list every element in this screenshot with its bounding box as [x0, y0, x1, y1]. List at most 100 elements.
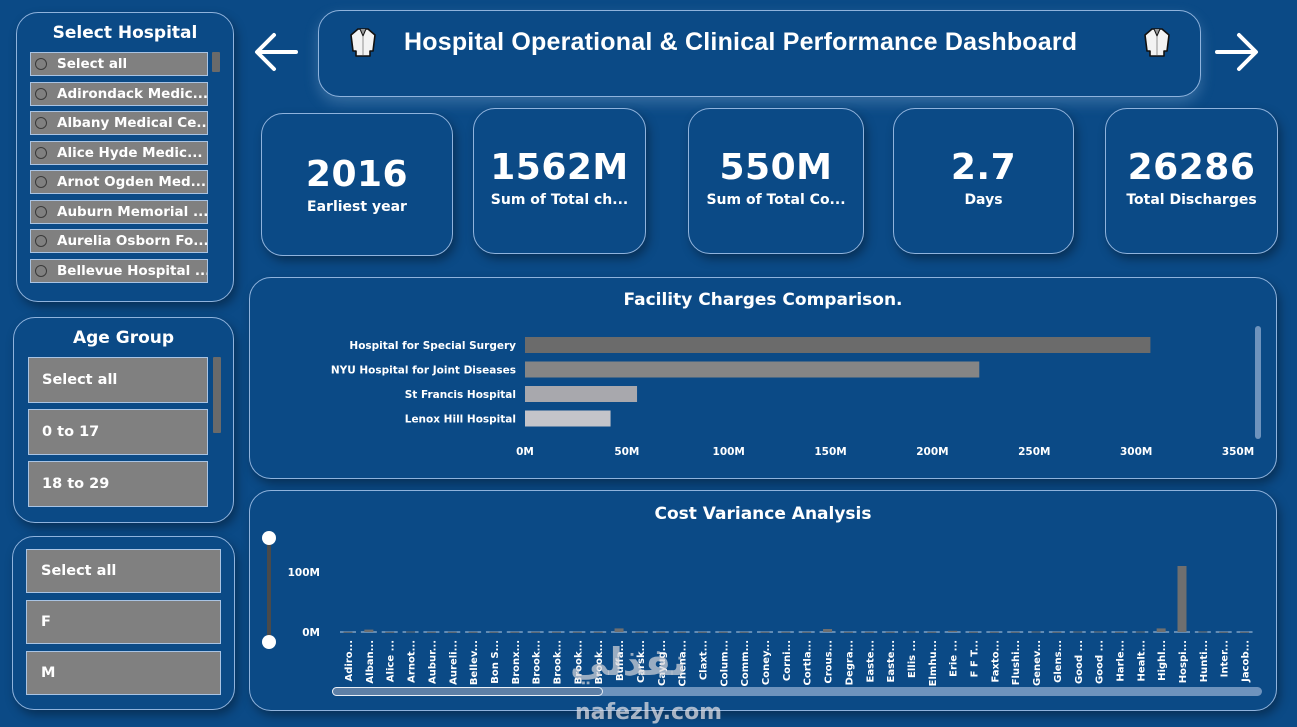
variance-bar[interactable]	[802, 631, 812, 633]
variance-bar[interactable]	[1052, 631, 1062, 633]
hospital-option-label: Adirondack Medic...	[57, 85, 208, 102]
hospital-slicer: Select Hospital Select all Adirondack Med…	[16, 12, 234, 302]
hospital-option[interactable]: Aurelia Osborn Fo...	[30, 229, 208, 253]
facility-chart-scrollbar[interactable]	[1255, 326, 1261, 439]
variance-bar[interactable]	[969, 631, 978, 633]
variance-bar[interactable]	[531, 631, 541, 633]
facility-bar[interactable]	[525, 361, 980, 378]
variance-bar[interactable]	[781, 631, 791, 633]
variance-bar[interactable]	[718, 631, 728, 633]
variance-bar[interactable]	[1198, 631, 1208, 633]
variance-bar[interactable]	[1156, 628, 1166, 632]
kpi-value: 1562M	[490, 147, 629, 188]
variance-bar[interactable]	[1114, 631, 1124, 633]
variance-bar[interactable]	[843, 631, 853, 633]
variance-chart-scrollbar-thumb[interactable]	[332, 687, 603, 696]
age-list-scrollbar[interactable]	[213, 357, 221, 433]
variance-bar[interactable]	[426, 631, 436, 633]
hospital-option[interactable]: Auburn Memorial ...	[30, 199, 208, 224]
variance-bar[interactable]	[864, 631, 874, 633]
facility-bar[interactable]	[525, 410, 611, 427]
x-tick-label: Aubur...	[427, 640, 438, 684]
y-range-slider-track[interactable]	[267, 539, 271, 643]
y-range-slider-top-handle[interactable]	[262, 531, 276, 545]
hospital-option-select-all[interactable]: Select all	[30, 52, 208, 76]
hospital-option[interactable]: Albany Medical Ce...	[30, 111, 208, 135]
x-tick-label: Hunti...	[1199, 640, 1210, 682]
variance-bar[interactable]	[906, 631, 916, 633]
variance-bar[interactable]	[760, 631, 770, 633]
arrow-right-icon[interactable]	[1213, 28, 1261, 76]
kpi-total-charges: 1562M Sum of Total ch...	[473, 108, 646, 254]
x-tick-label: Erie ...	[949, 640, 960, 677]
hospital-option-label: Alice Hyde Medic...	[57, 144, 203, 161]
variance-bar[interactable]	[489, 631, 499, 633]
variance-bar[interactable]	[739, 631, 749, 633]
hospital-option[interactable]: Alice Hyde Medic...	[30, 140, 208, 165]
variance-bar[interactable]	[677, 631, 687, 633]
dashboard-title-box: Hospital Operational & Clinical Performa…	[318, 10, 1201, 97]
variance-bar[interactable]	[656, 631, 666, 633]
hospital-option-label: Albany Medical Ce...	[57, 115, 208, 131]
x-tick-label: Easte...	[865, 640, 876, 683]
cost-variance-chart-card: Cost Variance Analysis 0M 100M Adiro... Alb…	[249, 490, 1277, 711]
hospital-option-label: Auburn Memorial ...	[57, 203, 208, 220]
variance-bar[interactable]	[1135, 631, 1145, 633]
variance-bar[interactable]	[989, 631, 999, 633]
variance-bar[interactable]	[552, 631, 561, 633]
gender-option-select-all[interactable]: Select all	[26, 549, 221, 593]
variance-bar[interactable]	[1177, 566, 1187, 632]
variance-chart-scrollbar-track[interactable]	[332, 687, 1262, 696]
hospital-list-scrollbar[interactable]	[212, 52, 220, 72]
variance-bar[interactable]	[593, 631, 603, 633]
gender-slicer: Select all F M	[12, 536, 235, 710]
kpi-length-of-stay-days: 2.7 Days	[893, 108, 1074, 254]
variance-bar[interactable]	[447, 631, 457, 633]
variance-bar[interactable]	[510, 631, 520, 633]
variance-bar[interactable]	[1073, 631, 1083, 633]
age-option-select-all[interactable]: Select all	[28, 357, 208, 403]
variance-bar[interactable]	[1010, 631, 1020, 633]
x-tick-label: Arnot...	[407, 640, 418, 683]
variance-bar[interactable]	[823, 629, 833, 632]
variance-bar[interactable]	[697, 631, 707, 633]
arrow-left-icon[interactable]	[252, 28, 300, 76]
hospital-slicer-title: Select Hospital	[52, 23, 198, 43]
y-range-slider-bottom-handle[interactable]	[262, 635, 276, 649]
variance-bar[interactable]	[343, 631, 353, 633]
variance-bar[interactable]	[927, 631, 937, 633]
bar-category-label: NYU Hospital for Joint Diseases	[331, 365, 516, 377]
facility-bar[interactable]	[525, 386, 638, 402]
variance-bar[interactable]	[364, 629, 374, 632]
variance-bar[interactable]	[385, 631, 395, 633]
facility-charges-chart: Hospital for Special Surgery NYU Hospital…	[331, 337, 1254, 458]
gender-option-f[interactable]: F	[26, 600, 221, 644]
age-option-18-29[interactable]: 18 to 29	[28, 461, 208, 507]
variance-bar[interactable]	[635, 631, 645, 633]
variance-bar[interactable]	[572, 631, 582, 633]
x-tick-label: Cayug...	[657, 640, 668, 686]
kpi-earliest-year: 2016 Earliest year	[261, 113, 453, 256]
gender-option-m[interactable]: M	[26, 651, 221, 695]
x-tick-label: 300M	[1120, 446, 1152, 458]
x-tick-label: Chena...	[678, 640, 689, 687]
hospital-option[interactable]: Bellevue Hospital ...	[30, 258, 208, 283]
variance-bar[interactable]	[885, 631, 895, 633]
hospital-option[interactable]: Arnot Ogden Med...	[30, 170, 208, 194]
variance-bar[interactable]	[1031, 631, 1041, 633]
variance-bar[interactable]	[1219, 631, 1229, 633]
kpi-total-discharges: 26286 Total Discharges	[1105, 108, 1278, 254]
variance-bar[interactable]	[468, 631, 478, 633]
variance-bar[interactable]	[1240, 631, 1250, 633]
variance-bar[interactable]	[1094, 631, 1104, 633]
x-tick-label: Degra...	[844, 640, 855, 685]
x-tick-label: 50M	[614, 446, 639, 458]
variance-bar[interactable]	[406, 631, 416, 633]
x-tick-label: Bon S...	[490, 640, 501, 684]
age-option-0-17[interactable]: 0 to 17	[28, 409, 208, 455]
facility-bar[interactable]	[525, 337, 1151, 353]
hospital-option[interactable]: Adirondack Medic...	[30, 81, 208, 106]
x-tick-label: Elmhu...	[928, 640, 939, 686]
variance-bar[interactable]	[614, 628, 624, 632]
variance-bar[interactable]	[948, 630, 958, 632]
